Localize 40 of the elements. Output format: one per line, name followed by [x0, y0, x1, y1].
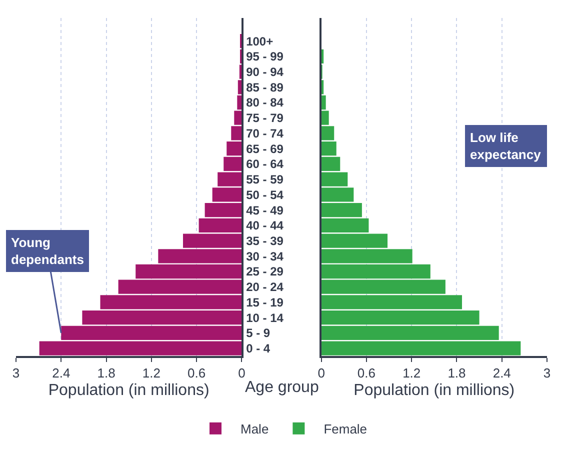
x-tick-label: 0: [318, 366, 325, 381]
y-tick-label: 20 - 24: [246, 280, 284, 294]
x-tick-label: 1.8: [448, 366, 466, 381]
legend-label: Male: [240, 421, 269, 436]
y-tick-label: 70 - 74: [246, 126, 284, 140]
y-tick-label: 75 - 79: [246, 111, 284, 126]
x-axis-title: Population (in millions): [48, 382, 210, 399]
annotation: Low life expectancy: [470, 130, 542, 162]
x-tick-label: 0.6: [188, 366, 206, 381]
x-tick-label: 3: [543, 366, 551, 381]
y-tick-label: 40 - 44: [246, 218, 284, 233]
x-tick-label: 0: [238, 366, 246, 381]
y-tick-label: 95 - 99: [246, 50, 284, 64]
y-tick-label: 55 - 59: [246, 172, 284, 187]
y-tick-label: 0 - 4: [246, 342, 270, 356]
x-tick-label: 1.8: [97, 366, 116, 381]
y-tick-label: 5 - 9: [246, 326, 270, 340]
y-axis-title: Age group: [245, 379, 319, 396]
x-tick-label: 2.4: [52, 366, 70, 381]
y-tick-label: 30 - 34: [246, 249, 284, 264]
y-tick-label: 45 - 49: [246, 203, 284, 218]
legend-label: Female: [324, 421, 368, 436]
y-tick-label: 50 - 54: [246, 188, 284, 202]
x-tick-label: 0.6: [357, 366, 376, 381]
x-tick-label: 3: [12, 366, 20, 381]
y-tick-label: 25 - 29: [246, 264, 284, 279]
annotation: Young dependants: [11, 235, 84, 267]
x-tick-label: 2.4: [492, 366, 511, 381]
y-tick-label: 60 - 64: [246, 157, 284, 172]
x-tick-label: 1.2: [402, 366, 421, 381]
y-tick-label: 100+: [246, 34, 274, 48]
y-tick-label: 80 - 84: [246, 96, 284, 110]
y-tick-label: 90 - 94: [246, 64, 284, 79]
x-axis-title: Population (in millions): [354, 382, 515, 399]
y-tick-label: 85 - 89: [246, 80, 284, 94]
y-tick-label: 15 - 19: [246, 295, 284, 310]
x-tick-label: 1.2: [142, 366, 160, 381]
y-tick-label: 65 - 69: [246, 142, 284, 156]
y-tick-label: 10 - 14: [246, 310, 284, 325]
y-tick-label: 35 - 39: [246, 234, 284, 248]
